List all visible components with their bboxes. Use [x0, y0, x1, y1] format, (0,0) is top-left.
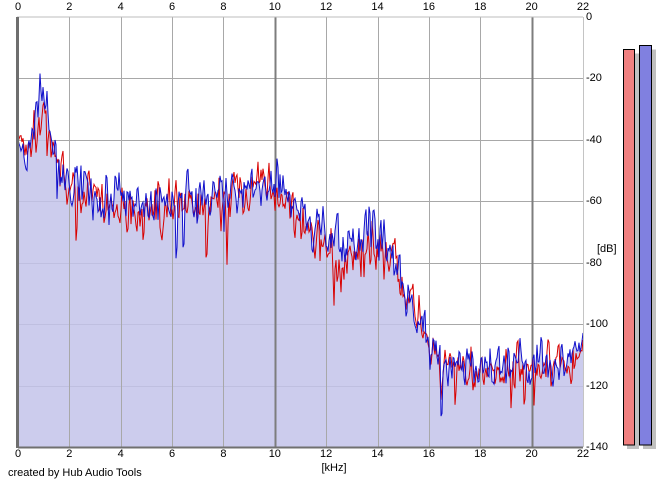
x-tick-top-12: 12	[320, 1, 333, 13]
peak-meter-red	[623, 48, 635, 446]
y-tick-80: -80	[586, 256, 602, 269]
spectrum-trace-blue	[17, 73, 584, 417]
x-tick-bottom-18: 18	[474, 448, 487, 460]
x-tick-top-6: 6	[169, 1, 176, 13]
x-tick-bottom-8: 8	[220, 448, 227, 460]
y-tick-0: 0	[586, 11, 593, 23]
spectrum-area-fill	[18, 73, 583, 447]
x-tick-bottom-16: 16	[422, 448, 436, 460]
x-tick-top-18: 18	[474, 1, 487, 13]
x-axis-unit-label: [kHz]	[321, 462, 347, 474]
x-tick-bottom-20: 20	[525, 448, 538, 460]
x-tick-top-4: 4	[117, 1, 124, 13]
y-tick-120: -120	[586, 379, 609, 392]
x-tick-bottom-6: 6	[169, 448, 176, 460]
x-tick-top-0: 0	[14, 1, 22, 13]
x-tick-top-22: 22	[576, 1, 590, 13]
y-tick-60: -60	[586, 195, 602, 208]
credit-text: created by Hub Audio Tools	[8, 467, 142, 479]
x-tick-top-2: 2	[66, 1, 73, 13]
x-tick-bottom-22: 22	[576, 448, 590, 460]
x-tick-bottom-12: 12	[320, 448, 333, 460]
x-tick-bottom-4: 4	[117, 448, 124, 460]
x-tick-top-10: 10	[268, 1, 281, 13]
x-tick-bottom-2: 2	[66, 448, 73, 460]
x-tick-top-16: 16	[422, 1, 436, 13]
x-tick-bottom-0: 0	[14, 448, 22, 460]
y-axis-unit-label: [dB]	[597, 243, 617, 255]
y-tick-20: -20	[586, 72, 602, 85]
x-tick-bottom-10: 10	[268, 448, 281, 460]
y-tick-140: -140	[586, 441, 609, 453]
peak-meter-blue	[639, 45, 652, 446]
y-tick-40: -40	[586, 133, 602, 146]
x-tick-bottom-14: 14	[371, 448, 384, 460]
x-tick-top-8: 8	[220, 1, 227, 13]
x-tick-top-14: 14	[371, 1, 384, 13]
y-tick-100: -100	[586, 318, 609, 331]
x-tick-top-20: 20	[525, 1, 538, 13]
